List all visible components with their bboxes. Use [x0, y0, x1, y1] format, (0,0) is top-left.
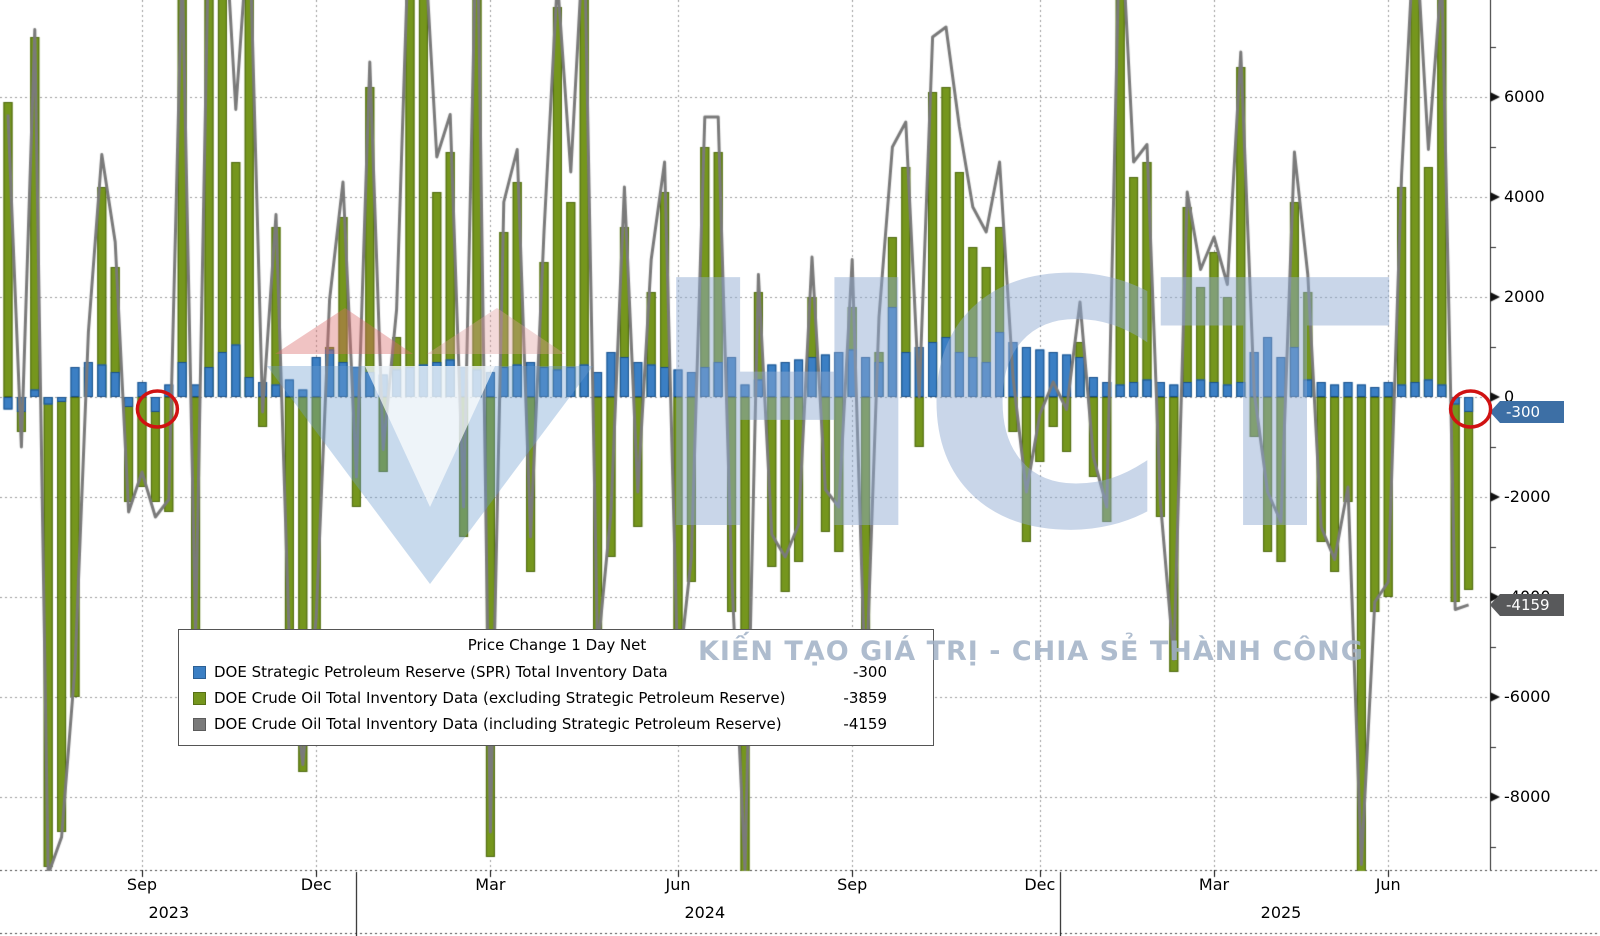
x-tick-label: Dec — [300, 875, 332, 894]
y-tick-label: 4000 — [1504, 187, 1545, 206]
y-tick-label: -2000 — [1504, 487, 1551, 506]
axis-badge-total-last-value: -4159 — [1490, 593, 1564, 616]
legend-row-spr: DOE Strategic Petroleum Reserve (SPR) To… — [193, 659, 921, 685]
x-tick-label: Sep — [126, 875, 158, 894]
legend-title: Price Change 1 Day Net — [467, 636, 647, 654]
chart-legend: Price Change 1 Day Net DOE Strategic Pet… — [178, 629, 934, 746]
x-tick-label: Jun — [1375, 875, 1401, 894]
legend-value: -300 — [852, 663, 887, 681]
legend-row-crude-ex-spr: DOE Crude Oil Total Inventory Data (excl… — [193, 685, 921, 711]
legend-label: DOE Strategic Petroleum Reserve (SPR) To… — [214, 663, 668, 681]
y-tick-label: 0 — [1504, 387, 1515, 406]
year-label: 2023 — [148, 903, 190, 922]
x-tick-label: Mar — [475, 875, 506, 894]
x-tick-label: Jun — [665, 875, 691, 894]
axis-badge-spr-last-value: -300 — [1490, 401, 1564, 423]
y-tick-label: -6000 — [1504, 687, 1551, 706]
legend-value: -4159 — [843, 715, 887, 733]
x-tick-label: Mar — [1198, 875, 1230, 894]
legend-value: -3859 — [843, 689, 887, 707]
legend-label: DOE Crude Oil Total Inventory Data (incl… — [214, 715, 782, 733]
crude-inc-spr-series-swatch — [193, 717, 206, 731]
legend-row-crude-inc-spr: DOE Crude Oil Total Inventory Data (incl… — [193, 711, 921, 737]
crude-ex-spr-series-swatch — [193, 691, 206, 705]
x-tick-label: Sep — [837, 875, 868, 894]
legend-label: DOE Crude Oil Total Inventory Data (excl… — [214, 689, 786, 707]
y-tick-label: 2000 — [1504, 287, 1545, 306]
year-label: 2025 — [1260, 903, 1302, 922]
year-label: 2024 — [684, 903, 726, 922]
y-tick-label: 6000 — [1504, 87, 1545, 106]
spr-series-swatch — [193, 665, 206, 679]
y-tick-label: -8000 — [1504, 787, 1551, 806]
x-tick-label: Dec — [1024, 875, 1056, 894]
